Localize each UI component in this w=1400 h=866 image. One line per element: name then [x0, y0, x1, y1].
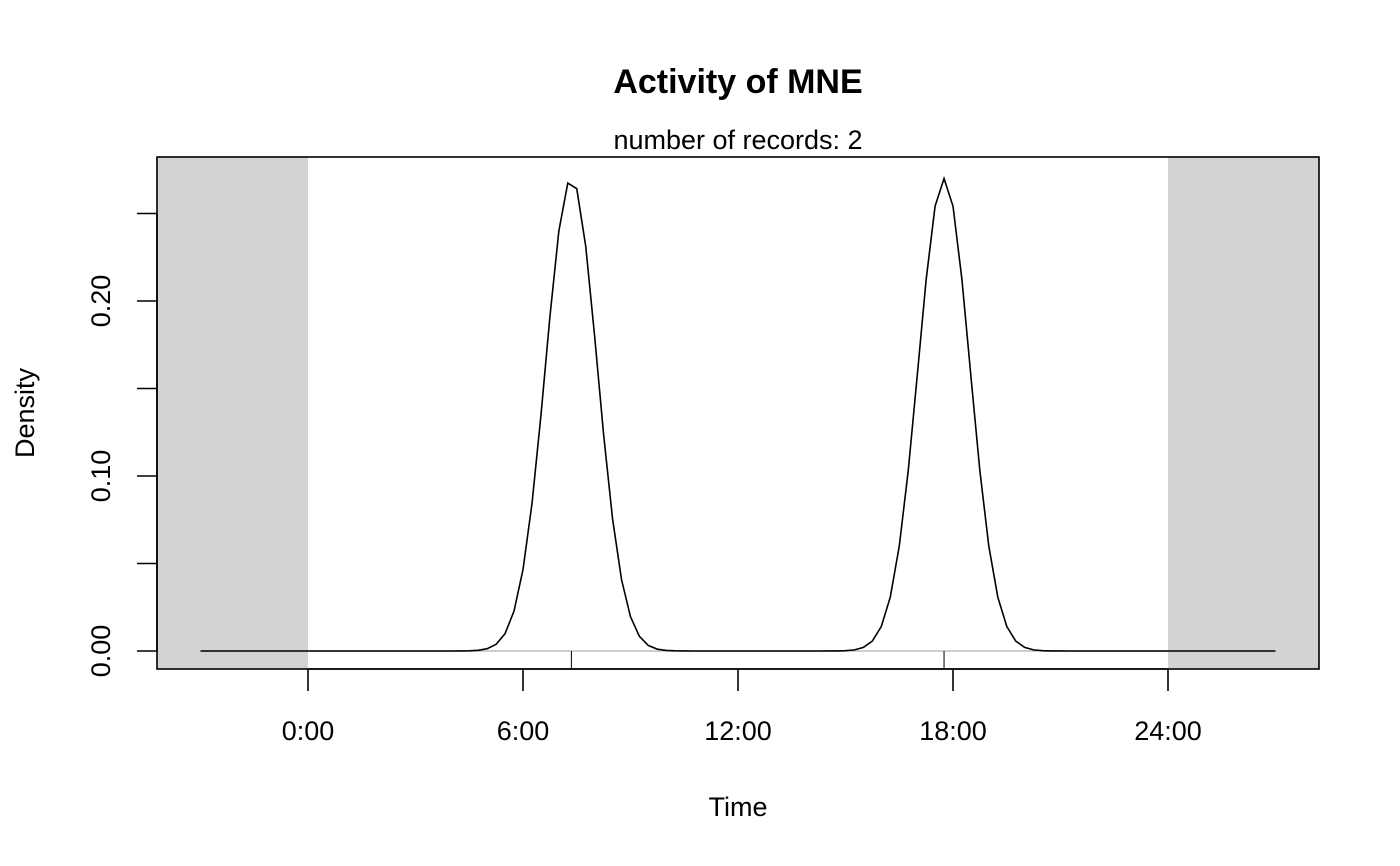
chart-title: Activity of MNE: [613, 63, 862, 101]
shaded-region-0: [157, 157, 308, 669]
x-axis-label: Time: [709, 792, 768, 822]
x-axis: 0:00 6:00 12:00 18:00 24:00: [282, 668, 1202, 746]
y-axis: 0.00 0.10 0.20: [86, 212, 158, 678]
y-tick-label-2: 0.10: [86, 450, 116, 503]
rug-marks: [200, 650, 1276, 669]
y-tick-label-0: 0.00: [86, 625, 116, 678]
x-tick-label-3: 18:00: [919, 716, 987, 746]
shaded-region-1: [1168, 157, 1319, 669]
x-tick-label-1: 6:00: [497, 716, 550, 746]
x-tick-label-2: 12:00: [704, 716, 772, 746]
plot-frame: [156, 156, 1320, 670]
y-tick-label-4: 0.20: [86, 275, 116, 328]
chart-subtitle: number of records: 2: [613, 125, 862, 155]
x-tick-label-0: 0:00: [282, 716, 335, 746]
y-axis-label: Density: [10, 367, 40, 458]
x-tick-label-4: 24:00: [1134, 716, 1202, 746]
density-curve: [200, 175, 1276, 652]
night-shading: [157, 157, 1319, 669]
